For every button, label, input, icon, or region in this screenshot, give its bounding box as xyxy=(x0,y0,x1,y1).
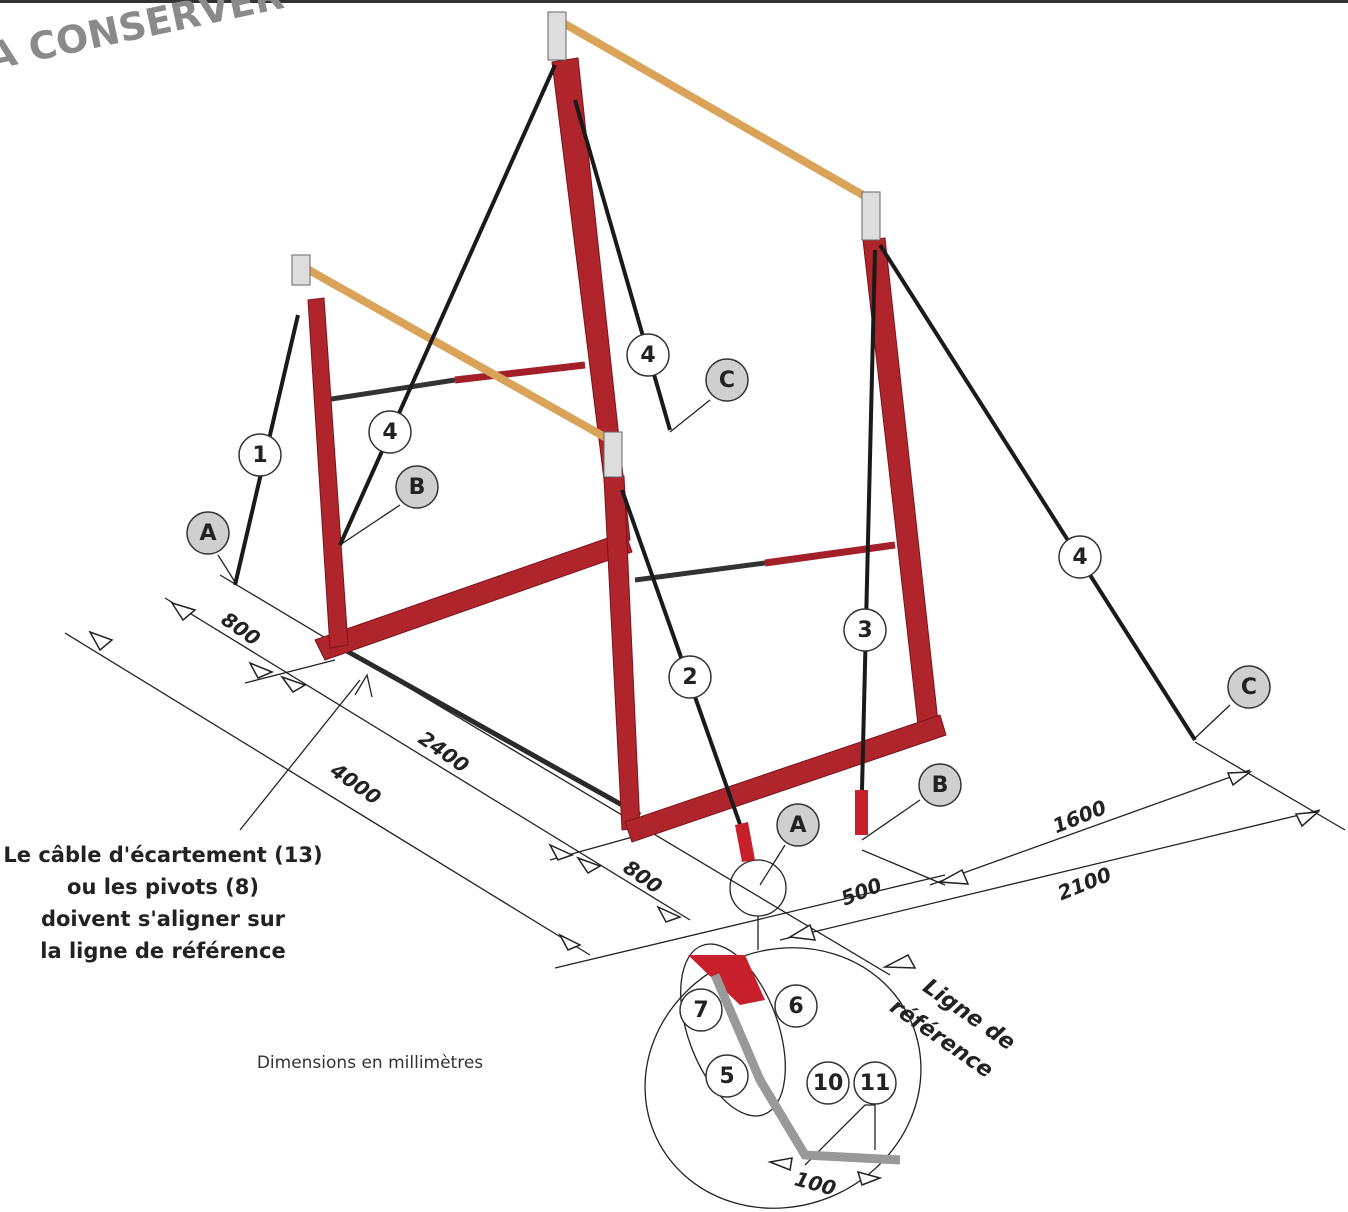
leader xyxy=(1193,705,1230,740)
note-line: doivent s'aligner sur xyxy=(41,907,286,931)
leader xyxy=(670,400,710,432)
anchor xyxy=(735,822,755,862)
marker-label: 4 xyxy=(382,420,397,445)
spacing-cable xyxy=(345,650,640,815)
dimension: 2400 xyxy=(414,726,473,778)
leader xyxy=(760,845,785,885)
note-line: Le câble d'écartement (13) xyxy=(3,843,322,867)
marker-label: C xyxy=(719,368,735,393)
arrow xyxy=(885,955,915,968)
dimension: 2100 xyxy=(1054,862,1115,905)
leader xyxy=(862,800,920,840)
arrow xyxy=(578,858,600,873)
arrow xyxy=(550,845,572,860)
dimension: 500 xyxy=(838,873,886,911)
marker-label: 10 xyxy=(813,1071,844,1096)
marker-label: 3 xyxy=(857,618,872,643)
anchor xyxy=(855,790,868,835)
arrow xyxy=(940,870,968,884)
arrow xyxy=(172,603,195,620)
post xyxy=(308,298,348,648)
crossbar xyxy=(325,380,455,400)
marker-label: 6 xyxy=(788,994,803,1019)
marker-label: 1 xyxy=(252,443,267,468)
dimension: 4000 xyxy=(325,757,385,809)
note-line: la ligne de référence xyxy=(40,939,285,963)
marker-label: 7 xyxy=(693,998,708,1023)
arrow xyxy=(1296,812,1318,826)
marker-label: 5 xyxy=(719,1064,734,1089)
page: A CONSERVER xyxy=(0,0,1348,1212)
arrow xyxy=(282,677,305,692)
crossbar xyxy=(765,545,895,563)
marker-label: A xyxy=(789,813,806,838)
note-line: ou les pivots (8) xyxy=(67,875,259,899)
dimension: 100 xyxy=(792,1167,839,1201)
dimension: 800 xyxy=(619,855,667,899)
detail-circle xyxy=(730,860,786,916)
caption: Dimensions en millimètres xyxy=(257,1053,483,1073)
arrow xyxy=(250,663,272,678)
marker-label: A xyxy=(199,521,216,546)
dim-line xyxy=(165,598,690,920)
reference-label: Ligne de référence xyxy=(885,974,1019,1083)
note: Le câble d'écartement (13) ou les pivots… xyxy=(3,843,322,963)
watermark: A CONSERVER xyxy=(0,0,287,79)
bar-end xyxy=(292,255,310,285)
marker-label: 2 xyxy=(682,665,697,690)
diagram: A CONSERVER xyxy=(0,0,1348,1212)
marker-label: 4 xyxy=(640,343,655,368)
bar-end xyxy=(862,192,880,240)
bar-end xyxy=(548,12,566,60)
arrow xyxy=(90,632,112,650)
arrow xyxy=(658,907,680,922)
marker-label: B xyxy=(932,773,949,798)
ext-line xyxy=(1195,742,1345,830)
leader xyxy=(240,680,360,830)
frame xyxy=(235,12,1195,1160)
marker-label: 4 xyxy=(1072,545,1087,570)
marker-label: 11 xyxy=(860,1071,891,1096)
arrow xyxy=(790,925,815,940)
bar-end xyxy=(604,432,622,477)
leader-arrow xyxy=(355,675,372,697)
leader xyxy=(218,555,235,582)
marker-label: C xyxy=(1241,675,1257,700)
arrow xyxy=(1228,772,1250,785)
arrow xyxy=(770,1158,792,1170)
marker-label: B xyxy=(409,475,426,500)
high-bar xyxy=(558,20,868,198)
cable xyxy=(862,250,875,790)
base-beam xyxy=(315,532,632,660)
